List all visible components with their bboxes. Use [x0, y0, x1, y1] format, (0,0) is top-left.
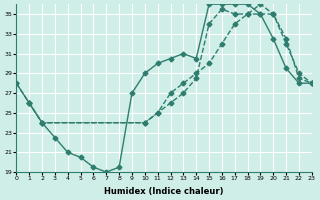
X-axis label: Humidex (Indice chaleur): Humidex (Indice chaleur) [104, 187, 224, 196]
